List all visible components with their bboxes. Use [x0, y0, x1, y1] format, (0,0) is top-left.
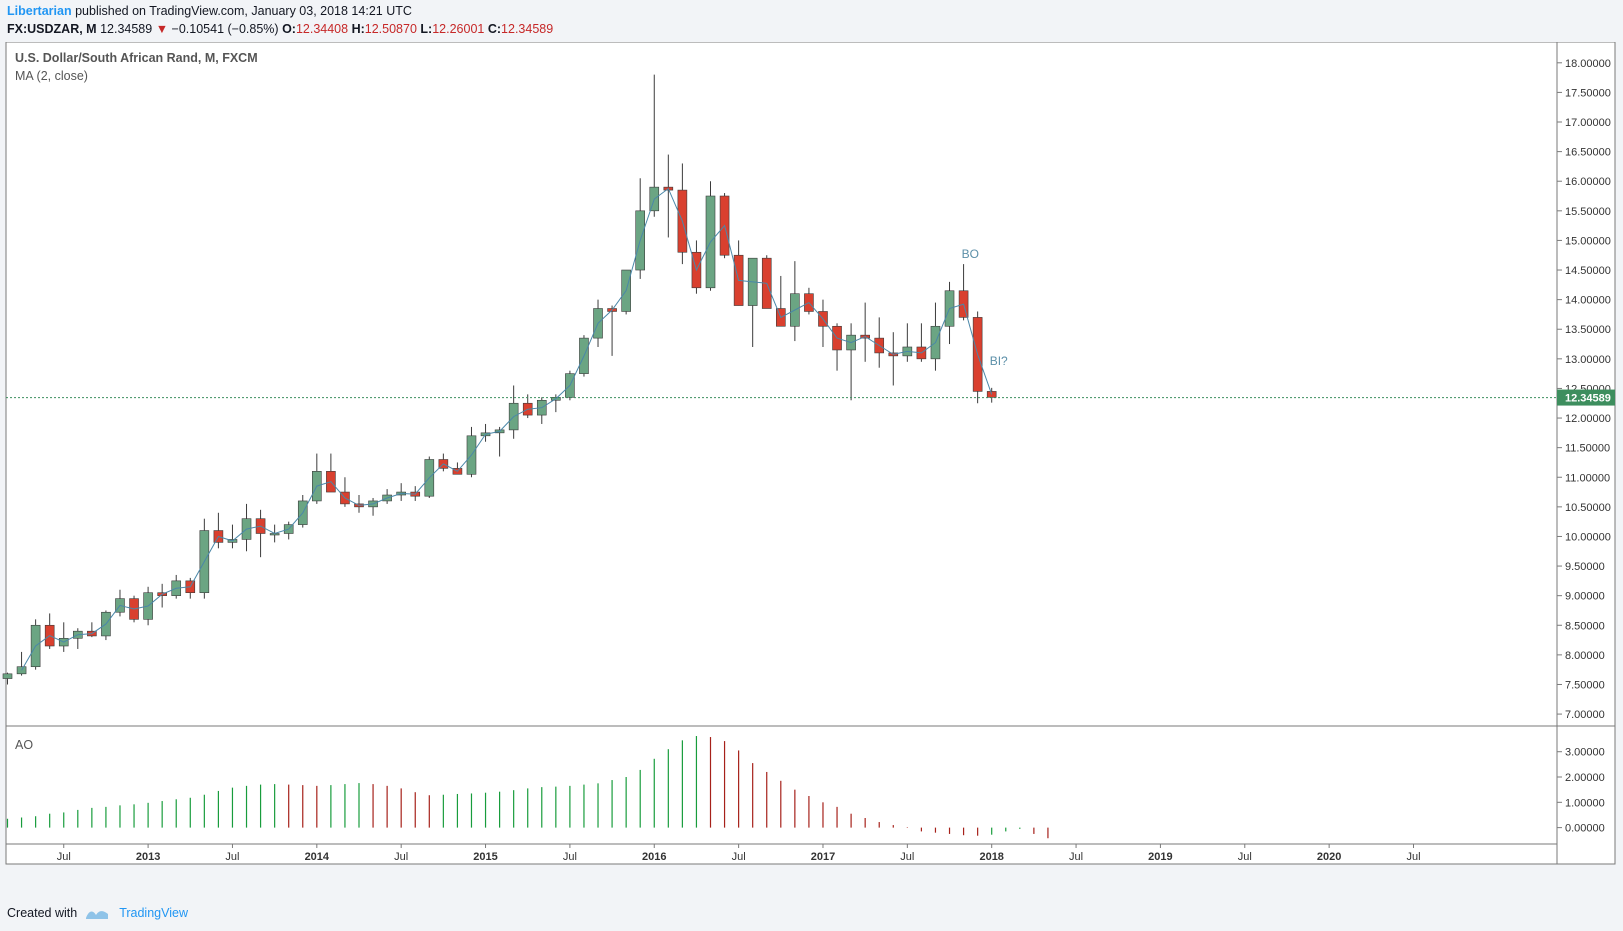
price-tick-label: 9.00000: [1565, 591, 1605, 603]
chart-header: Libertarian published on TradingView.com…: [0, 0, 1623, 42]
price-tick-label: 11.50000: [1565, 443, 1610, 455]
close-value: 12.34589: [501, 22, 554, 36]
price-tick-label: 11.00000: [1565, 472, 1610, 484]
price-tick-label: 13.50000: [1565, 324, 1611, 336]
ao-tick-label: 2.00000: [1565, 772, 1605, 784]
time-tick-label: Jul: [563, 851, 577, 863]
footer: Created with TradingView: [7, 906, 188, 920]
open-value: 12.34408: [295, 22, 349, 36]
footer-created: Created with: [7, 906, 78, 920]
chart-canvas[interactable]: U.S. Dollar/South African Rand, M, FXCM …: [0, 42, 1623, 904]
close-label: C:: [487, 22, 502, 36]
last-price-label: 12.34589: [1565, 393, 1611, 405]
price-tick-label: 8.50000: [1565, 620, 1605, 632]
time-tick-label: Jul: [225, 851, 239, 863]
publish-info: published on TradingView.com, January 03…: [75, 4, 412, 18]
candle-body: [2, 673, 13, 679]
price-tick-label: 8.00000: [1565, 650, 1605, 662]
tradingview-logo-icon: [86, 910, 109, 919]
high-label: H:: [351, 22, 365, 36]
price-tick-label: 16.50000: [1565, 147, 1611, 159]
time-tick-label: 2014: [305, 851, 330, 863]
price-tick-label: 17.00000: [1565, 117, 1611, 129]
price-axis: 18.00000 17.50000 17.00000 16.50000 16.00000…: [1557, 58, 1611, 721]
chart-title: U.S. Dollar/South African Rand, M, FXCM: [15, 51, 258, 65]
time-tick-label: 2018: [979, 851, 1003, 863]
ao-axis: 3.00000 2.00000 1.00000 0.00000: [1557, 747, 1605, 835]
time-tick-label: Jul: [1238, 851, 1252, 863]
high-value: 12.50870: [364, 22, 417, 36]
quote-line: FX:USDZAR, M 12.34589 ▼ −0.10541 (−0.85%…: [7, 22, 553, 36]
low-label: L:: [420, 22, 433, 36]
time-tick-label: 2016: [642, 851, 666, 863]
price-tick-label: 10.50000: [1565, 502, 1611, 514]
price-tick-label: 14.50000: [1565, 265, 1611, 277]
ao-bars-group: [6, 736, 1049, 839]
last-price: 12.34589: [100, 22, 153, 36]
ao-indicator-label[interactable]: AO: [15, 738, 33, 752]
chart-annotation: BI?: [990, 354, 1008, 368]
time-tick-label: 2017: [811, 851, 835, 863]
time-tick-label: Jul: [57, 851, 71, 863]
down-arrow-icon: ▼: [155, 22, 169, 36]
price-tick-label: 15.00000: [1565, 235, 1611, 247]
price-tick-label: 17.50000: [1565, 87, 1611, 99]
last-price-badge: [1557, 389, 1615, 406]
price-tick-label: 18.00000: [1565, 58, 1611, 70]
time-tick-label: Jul: [1406, 851, 1420, 863]
publish-line: Libertarian published on TradingView.com…: [7, 4, 412, 18]
annotations-group: BO BI?: [962, 247, 1008, 368]
time-tick-label: 2020: [1317, 851, 1341, 863]
last-price-marker: 12.34589: [6, 389, 1615, 406]
footer-brand-link[interactable]: TradingView: [119, 906, 188, 920]
time-tick-label: 2015: [473, 851, 497, 863]
ma-line: [21, 187, 993, 671]
chart-frame: [5, 42, 1616, 865]
ao-tick-label: 1.00000: [1565, 797, 1605, 809]
time-tick-label: Jul: [394, 851, 408, 863]
price-tick-label: 7.50000: [1565, 679, 1605, 691]
price-tick-label: 10.00000: [1565, 531, 1611, 543]
open-label: O:: [282, 22, 296, 36]
price-tick-label: 16.00000: [1565, 176, 1611, 188]
chart-annotation: BO: [962, 247, 979, 261]
price-tick-label: 12.00000: [1565, 413, 1611, 425]
ao-tick-label: 3.00000: [1565, 747, 1605, 759]
price-tick-label: 13.00000: [1565, 354, 1611, 366]
price-tick-label: 14.00000: [1565, 295, 1611, 307]
time-axis: Jul 2013 Jul 2014 Jul 2015 Jul 2016 Jul 2017 Jul 20…: [57, 844, 1421, 863]
time-tick-label: 2013: [136, 851, 160, 863]
symbol-label[interactable]: FX:USDZAR, M: [7, 22, 97, 36]
price-tick-label: 15.50000: [1565, 206, 1611, 218]
author-link[interactable]: Libertarian: [7, 4, 72, 18]
time-tick-label: Jul: [1069, 851, 1083, 863]
time-tick-label: Jul: [900, 851, 914, 863]
price-change: −0.10541 (−0.85%): [171, 22, 279, 36]
ao-tick-label: 0.00000: [1565, 823, 1605, 835]
low-value: 12.26001: [432, 22, 485, 36]
price-tick-label: 9.50000: [1565, 561, 1605, 573]
time-tick-label: Jul: [732, 851, 746, 863]
ma-indicator-label[interactable]: MA (2, close): [15, 69, 88, 83]
price-tick-label: 7.00000: [1565, 709, 1605, 721]
time-tick-label: 2019: [1148, 851, 1172, 863]
